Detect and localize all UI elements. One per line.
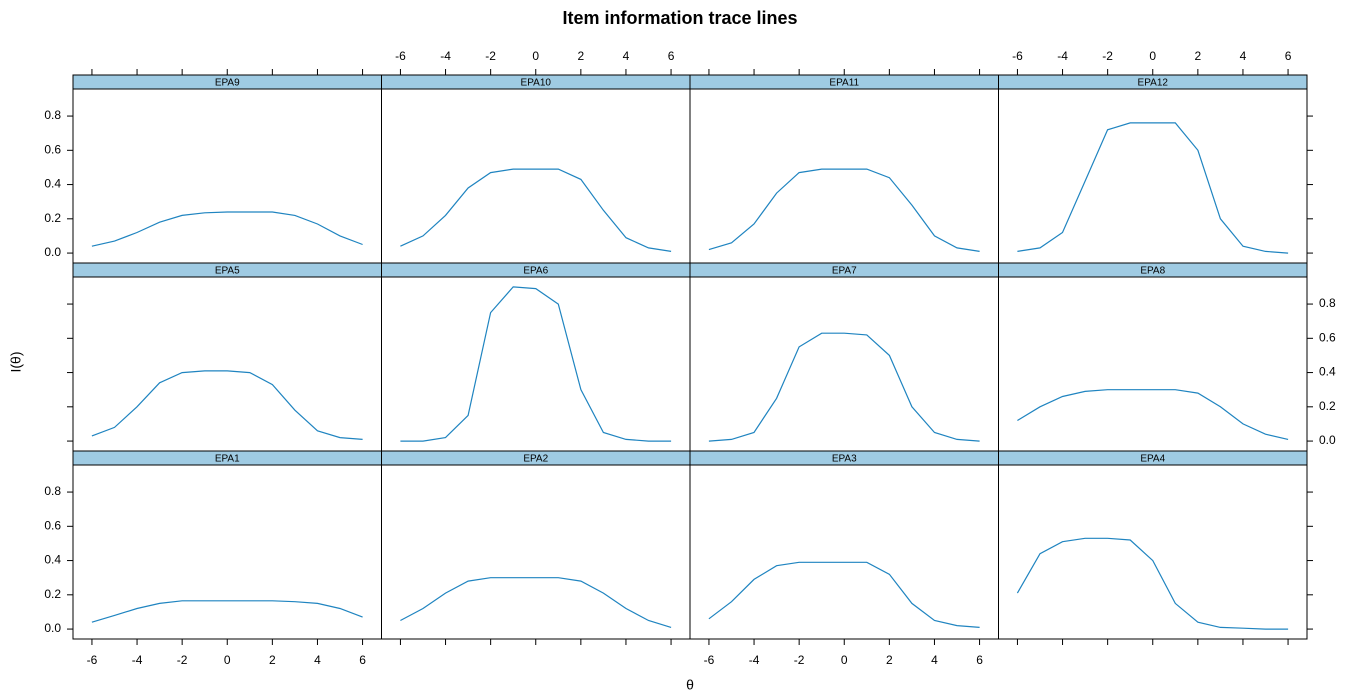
panel-title: EPA9 [215, 78, 240, 89]
x-tick-label: 2 [578, 49, 585, 63]
trace-line [91, 211, 363, 247]
x-tick-label: -2 [1102, 49, 1113, 63]
y-tick-label: 0.2 [44, 211, 61, 225]
y-tick-label: 0.0 [1319, 433, 1336, 447]
trace-line [91, 600, 363, 623]
trace-line [400, 168, 672, 252]
y-axis-label: I(θ) [8, 352, 24, 373]
panel-frame [381, 276, 691, 452]
panel-title: EPA6 [523, 266, 548, 277]
y-tick-label: 0.2 [1319, 399, 1336, 413]
x-tick-label: 0 [224, 653, 231, 667]
trace-line [1016, 537, 1289, 630]
panel-title: EPA10 [521, 78, 552, 89]
x-tick-label: 6 [976, 653, 983, 667]
panel-frame [998, 88, 1308, 264]
x-tick-label: -6 [395, 49, 406, 63]
y-tick-label: 0.0 [44, 245, 61, 259]
x-tick-label: 2 [886, 653, 893, 667]
panel-frame [689, 276, 999, 452]
panel-title: EPA3 [832, 454, 857, 465]
x-tick-label: 2 [1195, 49, 1202, 63]
x-tick-label: -2 [794, 653, 805, 667]
x-tick-label: 0 [841, 653, 848, 667]
x-tick-label: 2 [269, 653, 276, 667]
x-tick-label: 0 [1149, 49, 1156, 63]
panel-frame [381, 464, 691, 640]
x-tick-label: -4 [1057, 49, 1068, 63]
trace-line [708, 168, 980, 252]
trace-line [91, 370, 363, 440]
panel-title: EPA11 [829, 78, 859, 89]
y-tick-label: 0.6 [1319, 330, 1336, 344]
panel-title: EPA1 [215, 454, 240, 465]
x-tick-label: -6 [704, 653, 715, 667]
y-tick-label: 0.2 [44, 587, 61, 601]
panel-title: EPA7 [832, 266, 857, 277]
y-tick-label: 0.4 [44, 553, 61, 567]
x-tick-label: 4 [314, 653, 321, 667]
y-tick-label: 0.4 [44, 177, 61, 191]
x-tick-label: -6 [1012, 49, 1023, 63]
x-tick-label: -4 [440, 49, 451, 63]
panel-title: EPA4 [1140, 454, 1165, 465]
x-tick-label: -4 [749, 653, 760, 667]
panel-frame [689, 88, 999, 264]
x-tick-label: 4 [931, 653, 938, 667]
trace-line [708, 332, 980, 442]
panel-frame [998, 276, 1308, 452]
panel-frame [381, 88, 691, 264]
panel-title: EPA8 [1140, 266, 1165, 277]
y-tick-label: 0.6 [44, 142, 61, 156]
y-tick-label: 0.8 [1319, 296, 1336, 310]
panel-title: EPA5 [215, 266, 240, 277]
y-tick-label: 0.8 [44, 484, 61, 498]
y-tick-label: 0.8 [44, 108, 61, 122]
panel-frame [689, 464, 999, 640]
trace-line [400, 577, 672, 628]
x-tick-label: -2 [177, 653, 188, 667]
y-tick-label: 0.6 [44, 518, 61, 532]
panel-frame [72, 464, 382, 640]
panel-frame [72, 276, 382, 452]
x-tick-label: 6 [668, 49, 675, 63]
x-tick-label: 4 [623, 49, 630, 63]
x-axis-label: θ [686, 677, 694, 693]
chart-title: Item information trace lines [562, 8, 797, 28]
trace-line [708, 561, 980, 628]
x-tick-label: 6 [1285, 49, 1292, 63]
x-tick-label: 0 [532, 49, 539, 63]
x-tick-label: 4 [1240, 49, 1247, 63]
trace-line [1017, 122, 1289, 254]
trace-line [1017, 389, 1289, 440]
y-tick-label: 0.0 [44, 621, 61, 635]
x-tick-label: -2 [485, 49, 496, 63]
panel-frame [998, 464, 1308, 640]
x-tick-label: -4 [132, 653, 143, 667]
panel-title: EPA2 [523, 454, 548, 465]
x-tick-label: 6 [359, 653, 366, 667]
y-tick-label: 0.4 [1319, 365, 1336, 379]
panel-title: EPA12 [1138, 78, 1169, 89]
panel-frame [72, 88, 382, 264]
trace-line [400, 286, 672, 442]
x-tick-label: -6 [87, 653, 98, 667]
